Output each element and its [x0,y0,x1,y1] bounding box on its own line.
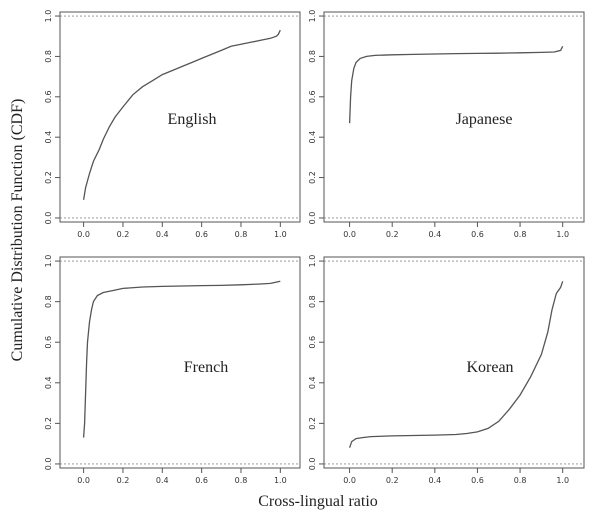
plot-frame-french [59,256,301,469]
language-label-korean: Korean [466,359,513,376]
x-tick-label-korean-1: 0.2 [386,476,399,485]
y-tick-label-korean-5: 1.0 [308,255,317,268]
x-axis-label: Cross-lingual ratio [258,493,378,510]
x-tick-label-korean-5: 1.0 [556,476,569,485]
panel-english: 0.0 0.2 0.4 0.6 0.8 1.0 0.0 0.2 0.4 0.6 0.8 1.0 Engl… [44,10,301,239]
chart-panels: 0.0 0.2 0.4 0.6 0.8 1.0 0.0 0.2 0.4 0.6 0.8 1.0 Engl… [44,10,585,485]
y-tick-label-korean-0: 0.0 [308,458,317,471]
x-tick-label-korean-0: 0.0 [343,476,356,485]
x-tick-label-japanese-2: 0.4 [428,230,441,239]
cdf-line-english [82,29,281,200]
panel-french: 0.0 0.2 0.4 0.6 0.8 1.0 0.0 0.2 0.4 0.6 0.8 1.0 Fren… [44,255,301,485]
y-tick-label-english-3: 0.6 [44,90,53,103]
language-label-english: English [168,111,217,128]
plot-frame-korean [323,256,585,469]
y-tick-label-french-0: 0.0 [44,458,53,471]
x-tick-label-japanese-1: 0.2 [386,230,399,239]
x-tick-label-french-5: 1.0 [274,476,287,485]
plot-frame-japanese [323,11,585,223]
x-tick-label-french-3: 0.6 [195,476,208,485]
x-tick-label-korean-2: 0.4 [428,476,441,485]
y-tick-label-french-2: 0.4 [44,376,53,389]
y-tick-label-english-4: 0.8 [44,50,53,63]
x-tick-label-french-2: 0.4 [156,476,169,485]
x-tick-label-english-0: 0.0 [77,230,90,239]
y-tick-label-french-3: 0.6 [44,336,53,349]
cdf-line-french [82,280,281,438]
y-tick-label-japanese-0: 0.0 [308,212,317,225]
y-tick-label-japanese-5: 1.0 [308,10,317,23]
x-tick-label-japanese-3: 0.6 [471,230,484,239]
y-tick-label-english-5: 1.0 [44,10,53,23]
x-tick-label-english-1: 0.2 [117,230,130,239]
language-label-japanese: Japanese [456,111,513,128]
x-tick-label-french-4: 0.8 [235,476,248,485]
y-tick-label-english-2: 0.4 [44,131,53,144]
x-tick-label-korean-3: 0.6 [471,476,484,485]
cdf-line-korean [348,281,564,448]
y-tick-label-french-1: 0.2 [44,417,53,430]
y-tick-label-japanese-4: 0.8 [308,50,317,63]
x-tick-label-japanese-4: 0.8 [514,230,527,239]
y-tick-label-korean-4: 0.8 [308,295,317,308]
x-tick-label-english-2: 0.4 [156,230,169,239]
x-tick-label-japanese-5: 1.0 [556,230,569,239]
x-tick-label-english-5: 1.0 [274,230,287,239]
y-tick-label-japanese-2: 0.4 [308,131,317,144]
y-tick-label-french-4: 0.8 [44,295,53,308]
y-tick-label-japanese-3: 0.6 [308,90,317,103]
x-tick-label-french-1: 0.2 [117,476,130,485]
y-axis-label: Cumulative Distribution Function (CDF) [9,99,26,362]
language-label-french: French [184,359,228,376]
x-tick-label-korean-4: 0.8 [514,476,527,485]
y-tick-label-korean-1: 0.2 [308,417,317,430]
plot-frame-english [59,11,301,223]
y-tick-label-french-5: 1.0 [44,255,53,268]
panel-korean: 0.0 0.2 0.4 0.6 0.8 1.0 0.0 0.2 0.4 0.6 0.8 1.0 Kore… [308,255,585,485]
x-tick-label-french-0: 0.0 [77,476,90,485]
y-tick-label-english-0: 0.0 [44,212,53,225]
y-tick-label-english-1: 0.2 [44,171,53,184]
y-tick-label-japanese-1: 0.2 [308,171,317,184]
y-tick-label-korean-2: 0.4 [308,376,317,389]
cdf-line-japanese [348,46,564,124]
y-tick-label-korean-3: 0.6 [308,336,317,349]
x-tick-label-english-4: 0.8 [235,230,248,239]
x-tick-label-japanese-0: 0.0 [343,230,356,239]
x-tick-label-english-3: 0.6 [195,230,208,239]
panel-japanese: 0.0 0.2 0.4 0.6 0.8 1.0 0.0 0.2 0.4 0.6 0.8 1.0 Japa… [308,10,585,239]
